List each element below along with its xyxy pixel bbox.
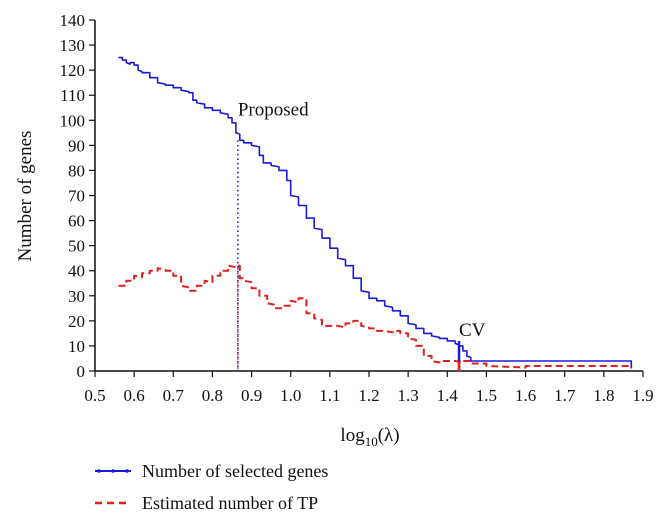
- x-tick-label: 0.9: [241, 386, 262, 405]
- y-tick-label: 80: [68, 161, 85, 180]
- legend-dot-selected-1: [97, 469, 101, 473]
- series-line-selected-genes: [118, 56, 633, 369]
- legend-item-tp: Estimated number of TP: [95, 493, 318, 513]
- x-tick-label: 1.2: [358, 386, 379, 405]
- y-tick-label: 70: [68, 187, 85, 206]
- legend-label-tp: Estimated number of TP: [142, 493, 318, 513]
- x-tick-label: 0.8: [202, 386, 223, 405]
- y-tick-label: 110: [60, 86, 85, 105]
- y-axis-label: Number of genes: [15, 131, 36, 262]
- x-tick-label: 1.6: [515, 386, 536, 405]
- y-tick-label: 120: [60, 61, 86, 80]
- y-tick-label: 10: [68, 337, 85, 356]
- x-tick-label: 1.9: [632, 386, 653, 405]
- x-axis-label-base: log: [340, 425, 365, 446]
- y-tick-label: 30: [68, 287, 85, 306]
- y-tick-label: 0: [77, 362, 86, 381]
- annotation-proposed: Proposed: [238, 99, 309, 120]
- legend-label-selected: Number of selected genes: [142, 461, 328, 481]
- y-tick-label: 90: [68, 136, 85, 155]
- y-tick-label: 20: [68, 312, 85, 331]
- x-tick-label: 1.5: [476, 386, 497, 405]
- x-tick-label: 1.0: [280, 386, 301, 405]
- x-tick-label: 1.8: [593, 386, 614, 405]
- x-axis-label-subscript: 10: [365, 434, 378, 449]
- x-tick-label: 0.6: [124, 386, 145, 405]
- axes: 0.5 0.6 0.7 0.8 0.9 1.0 1.1 1.2 1.3 1.4 1.5 1.6 1.7 1…: [60, 11, 654, 405]
- annotation-cv: CV: [459, 320, 486, 341]
- y-tick-label: 50: [68, 237, 85, 256]
- series-line-estimated-tp: [118, 264, 633, 369]
- legend-dot-selected-3: [125, 469, 129, 473]
- y-tick-label: 130: [60, 36, 86, 55]
- y-tick-label: 40: [68, 262, 85, 281]
- legend: Number of selected genes Estimated numbe…: [95, 461, 328, 513]
- x-tick-label: 1.3: [398, 386, 419, 405]
- x-tick-label: 1.7: [554, 386, 576, 405]
- legend-item-selected: Number of selected genes: [95, 461, 328, 481]
- legend-dot-selected-2: [111, 469, 115, 473]
- x-tick-label: 1.1: [319, 386, 340, 405]
- x-axis-label-argument: (λ): [378, 425, 400, 446]
- x-tick-label: 0.7: [163, 386, 185, 405]
- y-tick-label: 100: [60, 111, 86, 130]
- series-layer: [118, 56, 633, 369]
- y-tick-label: 60: [68, 212, 85, 231]
- annotation-layer: Proposed CV: [238, 99, 486, 341]
- y-tick-label: 140: [60, 11, 86, 30]
- x-axis-label: log10(λ): [340, 425, 399, 449]
- x-tick-label: 1.4: [437, 386, 459, 405]
- marker-layer: [237, 140, 461, 371]
- x-tick-label: 0.5: [84, 386, 105, 405]
